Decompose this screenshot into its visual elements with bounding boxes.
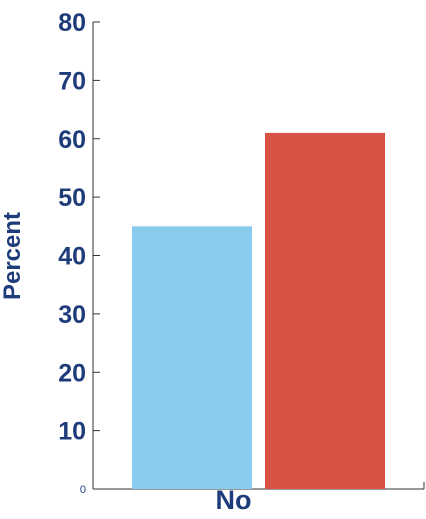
labels-group: No xyxy=(216,485,252,515)
y-tick-label: 20 xyxy=(58,359,86,387)
y-tick-label: 50 xyxy=(58,184,86,212)
bar-no-2 xyxy=(265,133,385,489)
y-axis: 0 10 20 30 40 50 60 70 80 xyxy=(58,9,100,496)
y-tick-label: 0 xyxy=(80,484,86,496)
y-tick-label: 40 xyxy=(58,243,86,271)
y-tick-label: 70 xyxy=(58,67,86,95)
y-tick-label: 10 xyxy=(58,418,86,446)
y-axis-title: Percent xyxy=(0,212,26,300)
bars-group xyxy=(132,133,385,489)
y-tick-label: 80 xyxy=(58,9,86,37)
y-tick-label: 60 xyxy=(58,126,86,154)
y-tick-label: 30 xyxy=(58,301,86,329)
x-category-label: No xyxy=(216,485,252,515)
bar-no-1 xyxy=(132,226,252,489)
